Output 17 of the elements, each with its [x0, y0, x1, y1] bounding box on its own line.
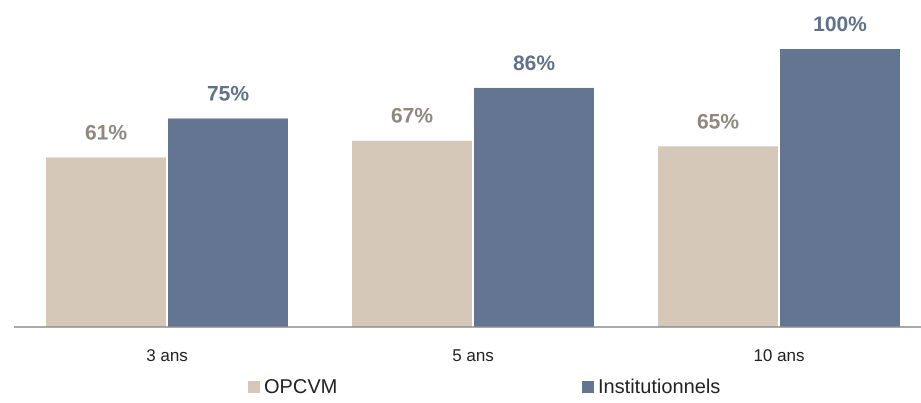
x-tick-label: 10 ans [753, 346, 805, 365]
data-label: 100% [813, 13, 868, 36]
x-tick-label: 5 ans [452, 346, 494, 365]
data-label: 67% [390, 104, 434, 128]
bar [352, 140, 472, 327]
data-label: 61% [84, 121, 128, 144]
x-tick-label: 3 ans [146, 346, 188, 365]
bar [474, 88, 594, 327]
data-label: 65% [696, 110, 740, 134]
data-label: 75% [206, 82, 250, 106]
bar [780, 49, 900, 327]
bar [658, 146, 778, 327]
legend-label: OPCVM [264, 376, 338, 398]
data-label: 86% [512, 52, 556, 75]
bar [168, 118, 288, 327]
bar [46, 157, 166, 327]
legend-label: Institutionnels [598, 376, 720, 398]
